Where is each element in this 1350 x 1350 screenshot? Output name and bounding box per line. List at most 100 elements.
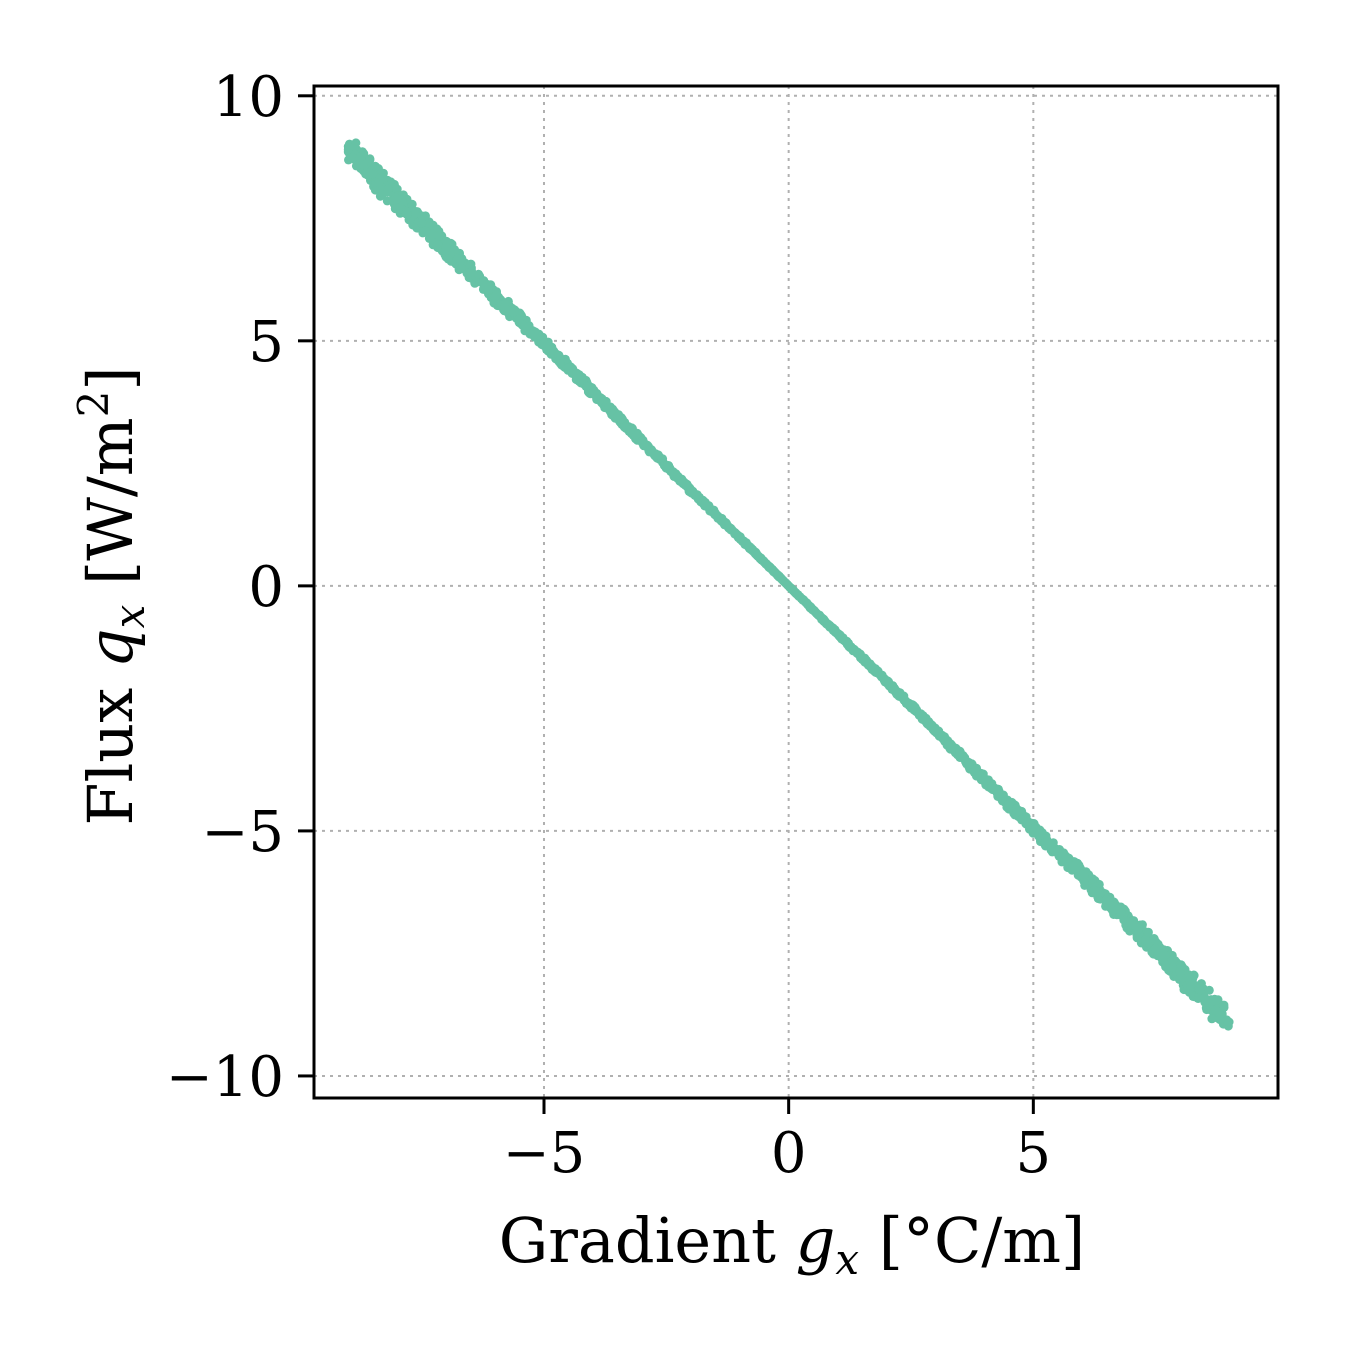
scatter-point (892, 689, 902, 699)
y-tick-label: −10 (166, 1045, 284, 1110)
scatter-point (759, 557, 769, 567)
scatter-point (1143, 927, 1153, 937)
scatter-point (539, 338, 549, 348)
scatter-point (547, 344, 557, 354)
scatter-point (1089, 885, 1099, 895)
scatter-point (882, 676, 891, 686)
scatter-point (784, 581, 794, 591)
scatter-point (434, 231, 444, 241)
scatter-point (1200, 993, 1210, 1002)
scatter-point (747, 545, 757, 555)
scatter-point (833, 629, 843, 639)
scatter-point (351, 138, 361, 148)
scatter-point (993, 787, 1002, 797)
scatter-point (700, 500, 710, 509)
scatter-point (1077, 870, 1087, 880)
scatter-point (735, 533, 745, 543)
scatter-point (1044, 838, 1054, 848)
scatter-point (343, 145, 353, 155)
scatter-point (1219, 1000, 1229, 1010)
scatter-point (456, 256, 466, 266)
scatter-point (378, 173, 388, 183)
scatter-point (1080, 880, 1090, 890)
scatter-point (443, 254, 453, 264)
scatter-point (466, 259, 476, 269)
scatter-point (592, 394, 602, 404)
scatter-point (857, 653, 867, 663)
y-axis-ticks: −10 −5 0 5 10 (166, 65, 314, 1110)
y-tick-label: −5 (201, 800, 284, 865)
scatter-point (661, 461, 671, 471)
scatter-point (970, 766, 980, 776)
scatter-point (417, 218, 427, 228)
scatter-point (483, 285, 493, 295)
scatter-point (1168, 955, 1178, 965)
scatter-point (637, 436, 647, 446)
scatter-point (1116, 908, 1126, 918)
y-tick-label: 0 (248, 555, 284, 620)
x-tick-label: −5 (503, 1121, 586, 1186)
scatter-point (917, 713, 927, 722)
scatter-point (867, 661, 877, 671)
scatter-point (1204, 985, 1214, 995)
scatter-point (677, 475, 687, 485)
x-tick-label: 5 (1016, 1121, 1052, 1186)
scatter-point (359, 159, 368, 169)
scatter-point (1068, 861, 1077, 871)
x-axis-label: Gradient gx [°C/m] (499, 1204, 1086, 1284)
scatter-point (1151, 944, 1161, 953)
scatter-point (555, 355, 565, 365)
scatter-point (582, 382, 592, 392)
scatter-point (752, 550, 762, 560)
scatter-point (1224, 1017, 1234, 1027)
scatter-point (1088, 874, 1097, 884)
scatter-point (1207, 1014, 1217, 1024)
scatter-point (686, 485, 696, 495)
scatter-point (612, 412, 622, 422)
scatter-point (906, 701, 916, 711)
scatter-point (1028, 824, 1038, 833)
scatter-point (1168, 962, 1177, 972)
scatter-point (1126, 919, 1136, 929)
scatter-point (791, 588, 801, 598)
scatter-point (1175, 968, 1185, 978)
scatter-point (843, 639, 853, 649)
scatter-point (564, 363, 573, 373)
scatter-point (668, 467, 678, 477)
scatter-point (441, 243, 451, 253)
scatter-point (1012, 804, 1021, 814)
scatter-point (1194, 985, 1204, 994)
scatter-point (945, 744, 955, 753)
scatter-point (626, 425, 635, 435)
scatter-point (1161, 962, 1171, 972)
scatter-point (427, 229, 437, 239)
scatter-point (1102, 895, 1112, 904)
scatter-point (515, 314, 524, 324)
x-tick-label: 0 (771, 1121, 807, 1186)
scatter-point (1186, 980, 1196, 990)
scatter-point (653, 450, 663, 460)
y-axis-label: Flux qx [W/m2] (69, 366, 154, 825)
scatter-point (420, 226, 430, 236)
scatter-point (466, 267, 476, 277)
scatter-point (1061, 851, 1071, 861)
scatter-point (777, 575, 787, 585)
scatter-point (392, 184, 402, 194)
y-tick-label: 10 (213, 65, 284, 130)
scatter-point (406, 216, 416, 226)
scatter-point (808, 605, 818, 615)
scatter-point (1053, 848, 1063, 858)
scatter-point (383, 184, 393, 194)
scatter-point (604, 402, 614, 412)
scatter-point (456, 264, 466, 274)
scatter-point (365, 154, 375, 164)
scatter-point (474, 269, 483, 279)
scatter-point (931, 725, 940, 735)
scatter-point (355, 152, 365, 162)
scatter-point (525, 329, 535, 339)
scatter-point (588, 387, 598, 397)
scatter-point (724, 522, 734, 532)
scatter-point (710, 509, 720, 519)
scatter-point (417, 211, 427, 221)
